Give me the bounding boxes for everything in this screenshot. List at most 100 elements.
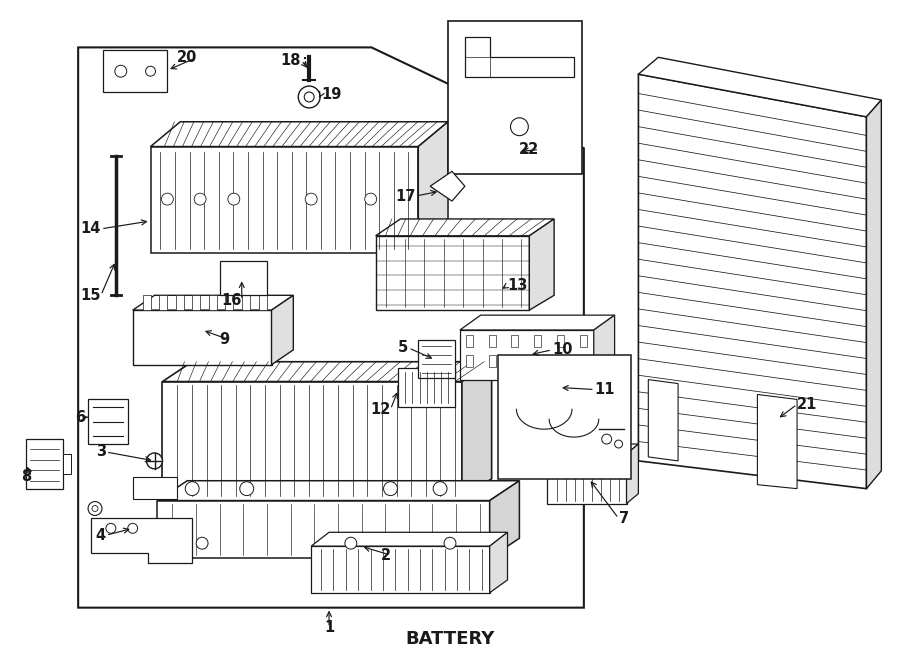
Text: 8: 8	[22, 469, 32, 485]
Circle shape	[602, 434, 612, 444]
Circle shape	[298, 86, 320, 108]
Circle shape	[128, 524, 138, 533]
Polygon shape	[150, 147, 419, 253]
Polygon shape	[638, 74, 867, 488]
Polygon shape	[103, 50, 167, 92]
Circle shape	[510, 118, 528, 136]
Circle shape	[115, 65, 127, 77]
Text: 7: 7	[618, 511, 629, 526]
Bar	[498, 355, 632, 479]
Circle shape	[146, 66, 156, 76]
Bar	[580, 335, 587, 347]
Polygon shape	[638, 58, 881, 117]
Polygon shape	[158, 481, 519, 500]
Bar	[466, 355, 472, 367]
Bar	[489, 335, 496, 347]
Text: 6: 6	[75, 410, 86, 425]
Text: 1: 1	[324, 620, 334, 635]
Polygon shape	[162, 381, 462, 498]
Text: 12: 12	[370, 402, 391, 417]
Bar	[557, 335, 564, 347]
Text: 10: 10	[552, 342, 572, 358]
Polygon shape	[626, 444, 638, 504]
Polygon shape	[547, 444, 638, 454]
Polygon shape	[529, 219, 554, 310]
Bar	[226, 295, 233, 310]
Circle shape	[194, 193, 206, 205]
Polygon shape	[490, 532, 508, 593]
Text: 15: 15	[80, 288, 101, 303]
Text: 22: 22	[519, 142, 539, 157]
Circle shape	[615, 440, 623, 448]
Polygon shape	[162, 362, 491, 381]
Bar	[159, 295, 167, 310]
Bar	[193, 295, 201, 310]
Polygon shape	[220, 260, 266, 295]
Polygon shape	[462, 362, 491, 498]
Polygon shape	[418, 340, 455, 377]
Polygon shape	[132, 295, 293, 310]
Polygon shape	[418, 122, 448, 253]
Text: 16: 16	[221, 293, 242, 308]
Bar	[511, 355, 518, 367]
Polygon shape	[430, 171, 465, 201]
Text: 18: 18	[281, 53, 302, 68]
Text: 21: 21	[797, 397, 817, 412]
Bar	[209, 295, 217, 310]
Bar	[580, 355, 587, 367]
Bar	[466, 335, 472, 347]
Polygon shape	[547, 454, 626, 504]
Bar	[535, 355, 541, 367]
Polygon shape	[375, 236, 529, 310]
Text: 17: 17	[395, 188, 415, 204]
Polygon shape	[132, 477, 177, 498]
Polygon shape	[88, 399, 128, 444]
Polygon shape	[460, 315, 615, 330]
Polygon shape	[465, 38, 574, 77]
Bar	[557, 355, 564, 367]
Bar	[448, 20, 582, 175]
Bar	[142, 295, 150, 310]
Circle shape	[161, 193, 174, 205]
Bar	[489, 355, 496, 367]
Text: 13: 13	[508, 278, 528, 293]
Circle shape	[147, 453, 162, 469]
Polygon shape	[867, 100, 881, 488]
Circle shape	[305, 193, 317, 205]
Polygon shape	[594, 315, 615, 379]
Bar	[511, 335, 518, 347]
Polygon shape	[63, 454, 71, 474]
Polygon shape	[375, 219, 554, 236]
Circle shape	[345, 537, 356, 549]
Polygon shape	[490, 481, 519, 558]
Polygon shape	[132, 310, 272, 365]
Bar	[258, 295, 266, 310]
Polygon shape	[25, 439, 63, 488]
Circle shape	[364, 193, 376, 205]
Polygon shape	[648, 379, 678, 461]
Text: 5: 5	[398, 340, 409, 356]
Bar	[242, 295, 250, 310]
Circle shape	[185, 482, 199, 496]
Text: 2: 2	[381, 547, 391, 563]
Polygon shape	[460, 330, 594, 379]
Circle shape	[444, 537, 456, 549]
Polygon shape	[311, 546, 490, 593]
Circle shape	[228, 193, 239, 205]
Polygon shape	[272, 295, 293, 365]
Text: BATTERY: BATTERY	[405, 631, 495, 648]
Polygon shape	[399, 368, 455, 407]
Polygon shape	[758, 395, 797, 488]
Circle shape	[92, 506, 98, 512]
Circle shape	[106, 524, 116, 533]
Polygon shape	[78, 48, 584, 607]
Circle shape	[239, 482, 254, 496]
Text: 19: 19	[321, 87, 341, 102]
Text: 4: 4	[95, 527, 106, 543]
Text: 9: 9	[220, 332, 230, 348]
Text: 14: 14	[81, 221, 101, 237]
Circle shape	[433, 482, 447, 496]
Text: 20: 20	[176, 50, 197, 65]
Polygon shape	[311, 532, 508, 546]
Bar	[176, 295, 184, 310]
